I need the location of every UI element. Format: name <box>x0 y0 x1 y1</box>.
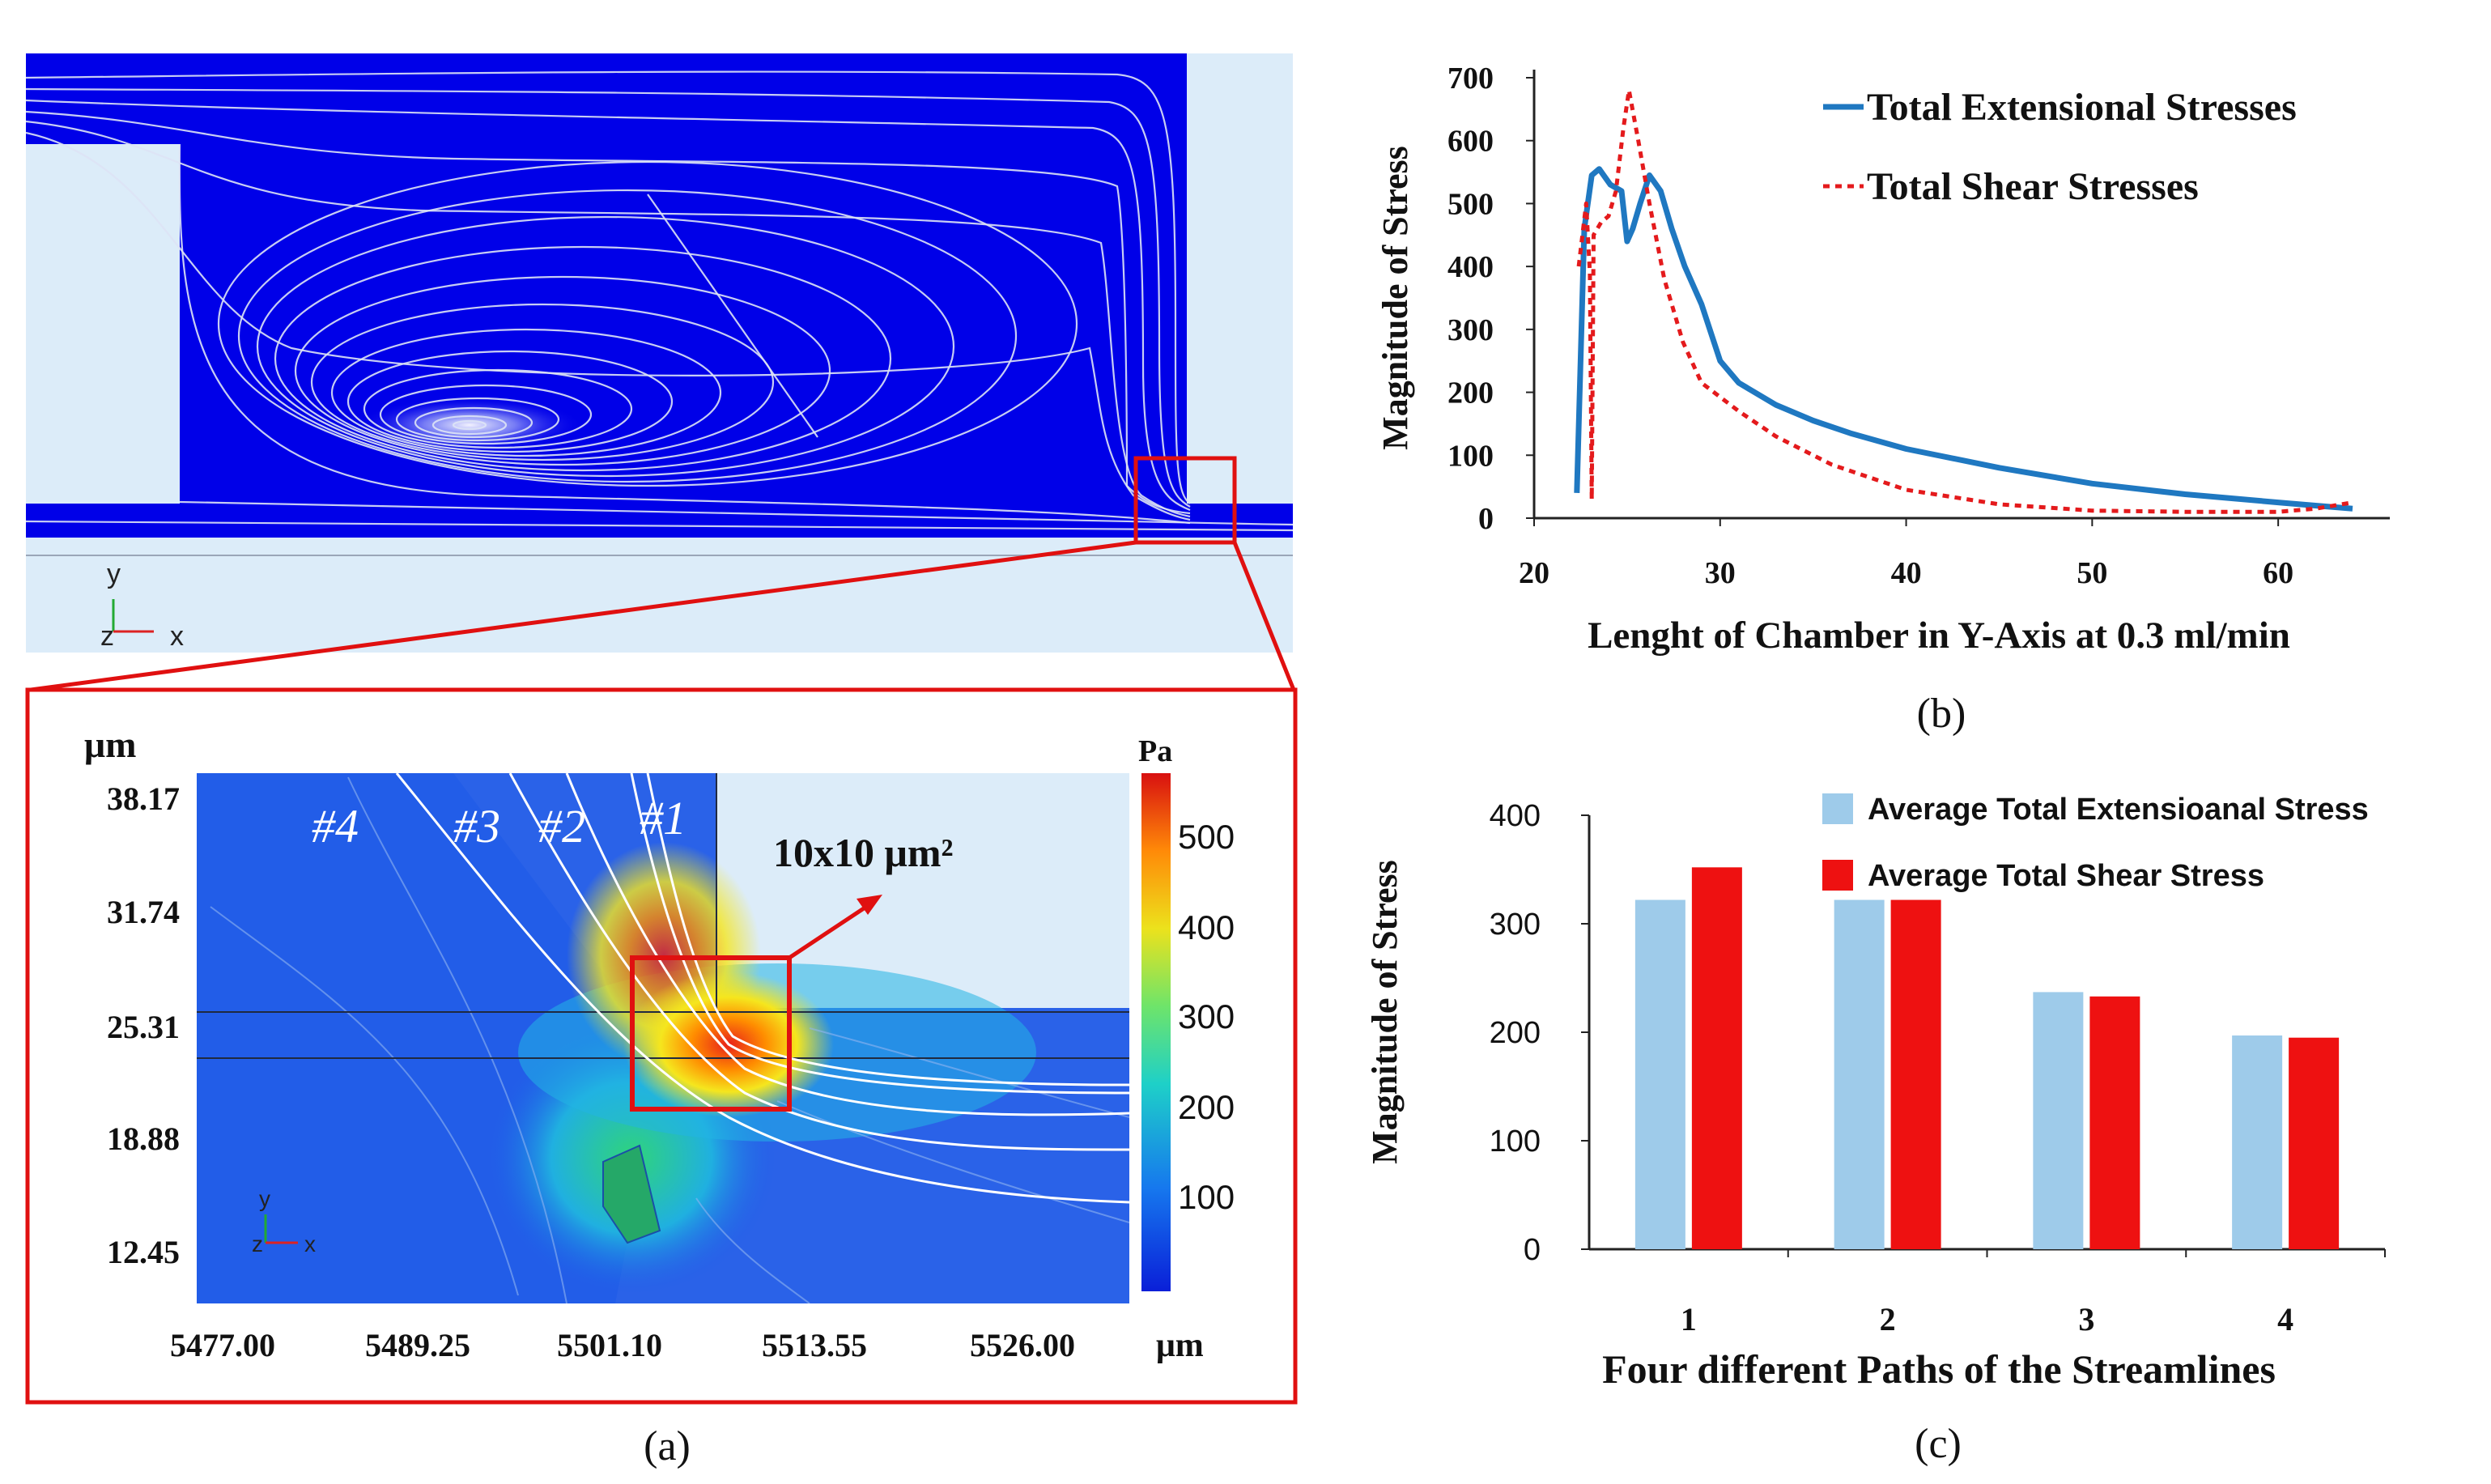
zoom-y-tick-label: 25.31 <box>107 1009 180 1045</box>
chart-b-y-tick-label: 600 <box>1447 125 1494 159</box>
chart-c-bar-extensional <box>2033 992 2084 1249</box>
chart-b-series-line-1 <box>1574 166 2353 512</box>
streamline-label-4: #4 <box>312 800 359 853</box>
streamline-4 <box>395 773 1129 1204</box>
simulation-overview <box>26 53 1293 653</box>
arrow-head-icon <box>857 895 882 915</box>
chart-b-y-tick-label: 300 <box>1447 313 1494 347</box>
chart-c-category-label: 3 <box>2078 1301 2094 1337</box>
chart-c-caption: (c) <box>1915 1421 1962 1467</box>
chart-c-legend-label: Average Total Shear Stress <box>1868 859 2264 893</box>
chart-c-category-label: 2 <box>1880 1301 1896 1337</box>
colorbar-gradient <box>1141 773 1171 1291</box>
chart-b-y-tick-label: 400 <box>1447 250 1494 284</box>
streamlines <box>26 70 1293 532</box>
zoom-connector-right <box>1232 542 1296 691</box>
chart-b-y-axis-title: Magnitude of Stress <box>1375 146 1415 450</box>
chart-c-x-axis-title: Four different Paths of the Streamlines <box>1602 1346 2276 1392</box>
chart-b-x-tick-label: 50 <box>2077 556 2107 590</box>
colorbar-tick-label: 100 <box>1178 1178 1235 1216</box>
zoom-x-tick-label: 5477.00 <box>170 1327 275 1363</box>
chart-b-x-axis-title: Lenght of Chamber in Y-Axis at 0.3 ml/mi… <box>1588 614 2290 657</box>
zoom-x-ticks: 5477.00 5489.25 5501.10 5513.55 5526.00 <box>170 1327 1075 1363</box>
zoom-y-ticks: 38.17 31.74 25.31 18.88 12.45 <box>107 780 180 1270</box>
chart-c: 0 100 200 300 400 1 2 3 4 Average Total Extensioa… <box>1365 793 2386 1467</box>
chart-b-legend-label: Total Extensional Stresses <box>1867 86 2297 129</box>
streamline-label-2: #2 <box>538 800 585 853</box>
chart-b-x-tick-label: 40 <box>1891 556 1922 590</box>
zoom-field: y z x <box>197 773 1129 1303</box>
zoom-y-tick-label: 31.74 <box>107 894 180 930</box>
zoom-y-unit: μm <box>84 724 136 765</box>
chart-b-y-tick-label: 700 <box>1447 62 1494 96</box>
panel-a: y z x <box>25 53 1298 1469</box>
zoom-x-tick-label: 5501.10 <box>557 1327 662 1363</box>
colorbar: Pa 500 400 300 200 100 <box>1138 734 1235 1291</box>
inlet-channel <box>26 53 180 144</box>
zoom-x-tick-label: 5489.25 <box>365 1327 470 1363</box>
zoom-y-tick-label: 18.88 <box>107 1120 180 1157</box>
chart-c-y-tick-label: 300 <box>1490 908 1541 942</box>
zoom-region-marker <box>1133 456 1237 545</box>
chart-c-bar-extensional <box>1634 899 1685 1249</box>
zoom-axis-x-label: x <box>304 1231 316 1257</box>
streamline-labels: #4 #3 #2 #1 <box>312 792 687 853</box>
chart-c-y-tick-label: 400 <box>1490 799 1541 833</box>
zoom-y-tick-label: 38.17 <box>107 780 180 817</box>
axis-x-label: x <box>170 621 184 652</box>
chart-c-legend-swatch <box>1822 793 1853 824</box>
chart-b-series-line-2 <box>1576 88 2353 514</box>
region-size-label: 10x10 μm² <box>773 830 954 875</box>
chart-b-caption: (b) <box>1917 691 1966 737</box>
chart-c-bar-shear <box>1691 867 1742 1249</box>
axis-triad-overview: y z x <box>100 559 184 652</box>
streamline-1 <box>630 773 1129 1095</box>
zoom-x-tick-label: 5526.00 <box>970 1327 1075 1363</box>
streamline-label-1: #1 <box>640 792 687 844</box>
chart-c-y-tick-label: 0 <box>1524 1233 1541 1267</box>
axis-z-label: z <box>100 621 114 652</box>
chart-c-y-tick-label: 100 <box>1490 1125 1541 1159</box>
chart-c-bar-shear <box>2289 1037 2340 1249</box>
colorbar-tick-label: 500 <box>1178 818 1235 856</box>
streamline-label-3: #3 <box>453 800 500 853</box>
axis-y-label: y <box>107 559 121 589</box>
chart-b-y-tick-label: 500 <box>1447 187 1494 221</box>
chart-b-x-tick-label: 20 <box>1519 556 1549 590</box>
axis-triad-zoom: y z x <box>252 1186 316 1257</box>
chart-b: 0 100 200 300 400 500 600 700 20 30 40 50 60 Total Ex… <box>1375 62 2390 737</box>
zoom-y-tick-label: 12.45 <box>107 1234 180 1270</box>
chart-c-legend-swatch <box>1822 860 1853 891</box>
streamline-2 <box>565 773 1129 1116</box>
chart-b-y-tick-label: 200 <box>1447 376 1494 410</box>
zoom-axis-z-label: z <box>252 1231 263 1257</box>
chart-c-legend-label: Average Total Extensioanal Stress <box>1868 793 2369 827</box>
chart-b-y-tick-label: 0 <box>1478 502 1494 536</box>
zoom-x-unit: μm <box>1156 1327 1204 1364</box>
colorbar-tick-label: 400 <box>1178 908 1235 946</box>
chart-c-y-axis-title: Magnitude of Stress <box>1365 860 1405 1164</box>
zoom-connector-left <box>30 540 1137 692</box>
chart-b-legend-label: Total Shear Stresses <box>1867 165 2199 208</box>
colorbar-tick-label: 200 <box>1178 1088 1235 1126</box>
chart-c-category-label: 1 <box>1681 1301 1697 1337</box>
zoom-axis-y-label: y <box>259 1186 270 1211</box>
chart-b-y-tick-label: 100 <box>1447 439 1494 473</box>
colorbar-unit: Pa <box>1138 734 1172 768</box>
chart-c-bar-shear <box>1890 899 1941 1249</box>
chart-c-category-label: 4 <box>2277 1301 2293 1337</box>
chart-b-x-tick-label: 30 <box>1705 556 1736 590</box>
zoom-x-tick-label: 5513.55 <box>762 1327 867 1363</box>
region-of-interest-box <box>630 955 792 1112</box>
chart-c-bar-extensional <box>1834 899 1885 1249</box>
zoom-streamlines <box>395 773 1129 1204</box>
chart-b-x-tick-label: 60 <box>2263 556 2293 590</box>
chart-c-bar-extensional <box>2232 1035 2283 1249</box>
caption-a: (a) <box>644 1423 691 1469</box>
colorbar-tick-label: 300 <box>1178 997 1235 1035</box>
chart-c-bar-shear <box>2089 996 2140 1249</box>
chart-c-y-tick-label: 200 <box>1490 1016 1541 1050</box>
